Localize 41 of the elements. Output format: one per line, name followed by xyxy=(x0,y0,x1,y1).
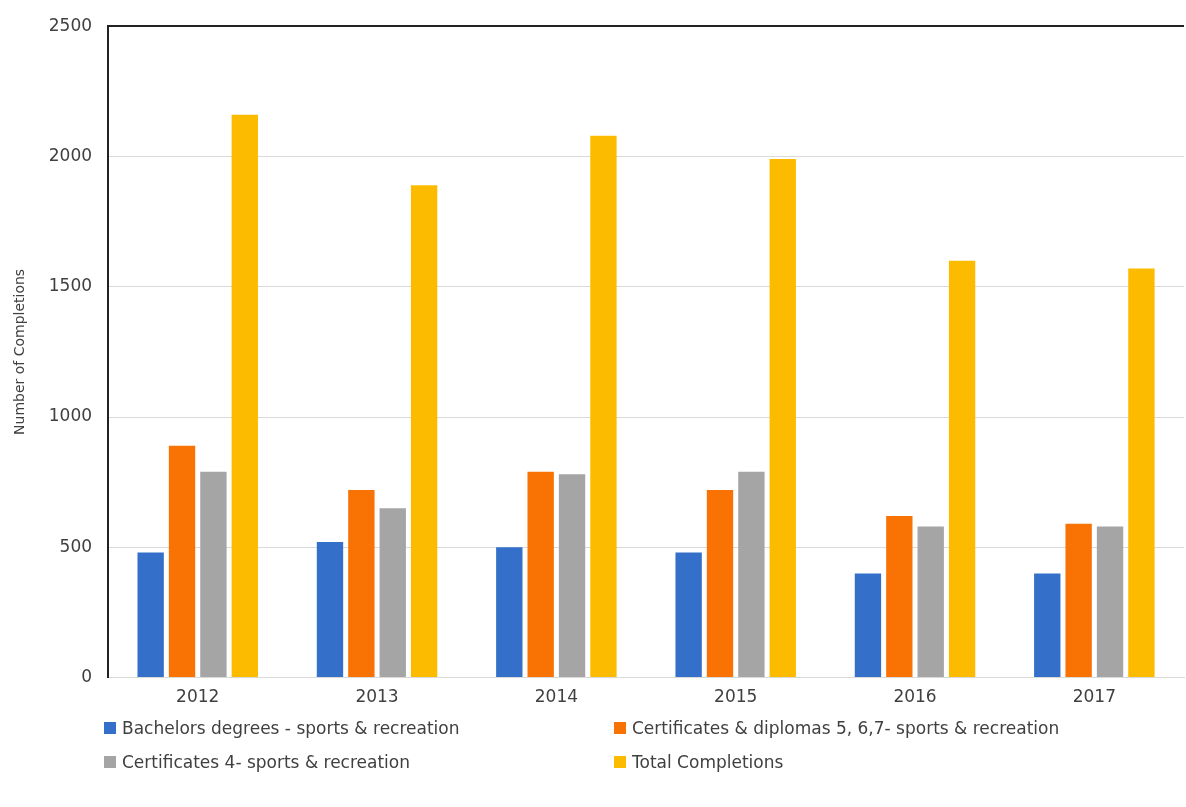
x-tick-label: 2012 xyxy=(176,686,220,707)
bar xyxy=(527,471,554,678)
bar xyxy=(558,474,586,678)
bar xyxy=(917,526,944,678)
bar xyxy=(1034,573,1061,678)
bar xyxy=(410,185,438,678)
x-tick-label: 2015 xyxy=(714,686,758,707)
bar xyxy=(200,471,227,678)
legend-label: Certificates 4- sports & recreation xyxy=(122,752,411,772)
y-axis-title: Number of Completions xyxy=(11,268,28,435)
y-tick-label: 2500 xyxy=(48,14,93,35)
bar xyxy=(1128,268,1155,678)
bar xyxy=(1096,526,1124,678)
bar xyxy=(231,114,258,678)
bar xyxy=(948,260,976,678)
bar xyxy=(738,471,765,678)
y-tick-label: 0 xyxy=(81,666,93,687)
legend-label: Total Completions xyxy=(632,752,784,772)
bar xyxy=(1065,523,1092,678)
bar xyxy=(496,547,523,678)
bar xyxy=(348,490,375,678)
bar xyxy=(769,159,796,678)
bar xyxy=(316,542,344,678)
legend-label: Bachelors degrees - sports & recreation xyxy=(122,718,460,738)
y-tick-label: 1000 xyxy=(48,405,93,426)
y-tick-label: 2000 xyxy=(48,144,93,165)
y-tick-label: 500 xyxy=(59,535,93,556)
bar xyxy=(706,490,734,678)
bar xyxy=(379,508,406,678)
y-tick-label: 1500 xyxy=(48,275,93,296)
x-tick-label: 2016 xyxy=(893,686,937,707)
bar xyxy=(886,516,913,678)
x-tick-label: 2013 xyxy=(355,686,399,707)
bar xyxy=(854,573,882,678)
x-tick-label: 2014 xyxy=(534,686,578,707)
bar xyxy=(590,135,617,678)
bar xyxy=(168,445,196,678)
bar xyxy=(137,552,164,678)
x-tick-label: 2017 xyxy=(1072,686,1116,707)
bar xyxy=(675,552,702,678)
legend-label: Certificates & diplomas 5, 6,7- sports & recreation xyxy=(632,718,1060,738)
